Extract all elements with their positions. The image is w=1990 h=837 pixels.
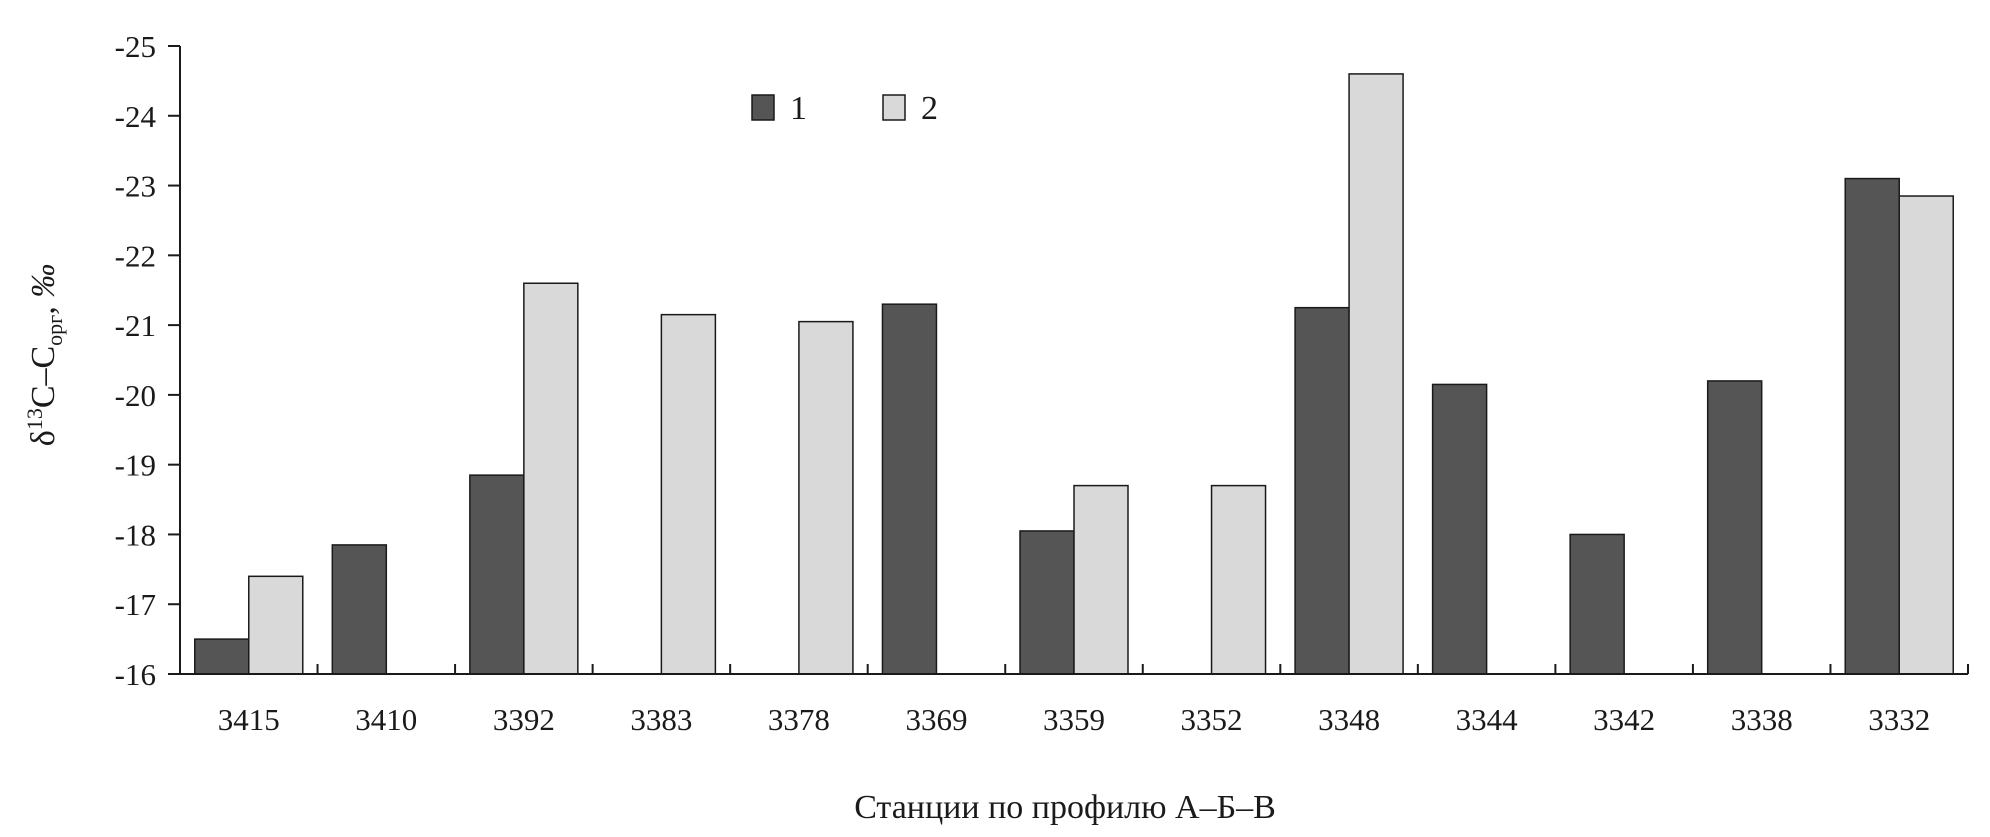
x-tick-label: 3342 [1593, 702, 1655, 737]
y-tick-label: -18 [115, 517, 156, 552]
axes-layer [179, 46, 1968, 675]
bar-series-1-3410 [331, 544, 388, 675]
y-tick-label: -20 [115, 378, 156, 413]
bar-series-2-3383 [660, 313, 717, 675]
bar-series-1-3359 [1019, 530, 1075, 675]
x-tick-label: 3410 [355, 702, 417, 737]
y-tick-label: -24 [115, 99, 157, 134]
y-tick-label: -22 [115, 238, 156, 273]
y-axis-title-suffix: , ‰ [25, 264, 62, 315]
x-tick-label: 3415 [218, 702, 280, 737]
bar-series-2-3352 [1210, 484, 1267, 675]
legend: 1 2 [751, 90, 938, 127]
y-axis-title-sub: орг [42, 315, 67, 346]
bar-series-2-3378 [798, 320, 854, 675]
x-axis-title: Станции по профилю А–Б–В [854, 789, 1276, 826]
y-axis-title-mid: C–C [25, 346, 62, 408]
y-axis-title: δ13C–Cорг, ‰ [22, 264, 67, 446]
x-tick-label: 3392 [493, 702, 555, 737]
bar-series-1-3344 [1431, 383, 1488, 675]
bars-layer [194, 73, 1954, 675]
x-tick-label: 3369 [905, 702, 967, 737]
bar-series-1-3338 [1706, 380, 1763, 675]
bar-series-1-3332 [1844, 177, 1900, 675]
y-tick-label: -25 [115, 29, 156, 64]
bar-series-1-3415 [194, 638, 250, 675]
x-tick-label: 3348 [1318, 702, 1380, 737]
bar-series-1-3348 [1294, 306, 1350, 675]
x-tick-label: 3352 [1181, 702, 1243, 737]
legend-swatch-series-2 [882, 94, 906, 121]
y-tick-label: -21 [115, 308, 156, 343]
bar-series-1-3342 [1569, 533, 1625, 675]
x-tick-label: 3359 [1043, 702, 1105, 737]
y-tick-label: -23 [115, 169, 156, 204]
x-tick-label: 3378 [768, 702, 830, 737]
bar-series-1-3369 [881, 303, 938, 675]
legend-label-series-1: 1 [790, 90, 807, 127]
x-tick-label: 3338 [1731, 702, 1793, 737]
bar-series-2-3332 [1898, 195, 1954, 675]
legend-label-series-2: 2 [921, 90, 938, 127]
bar-series-2-3392 [523, 282, 579, 675]
y-tick-label: -16 [115, 657, 156, 692]
ticks-layer: -16 -17 -18 -19 -20 -21 -22 -23 -24 -25 3415 3410 33… [115, 29, 1969, 737]
x-tick-label: 3332 [1868, 702, 1930, 737]
y-axis-title-sup: 13 [22, 408, 47, 430]
bar-series-2-3359 [1073, 484, 1129, 675]
y-tick-label: -17 [115, 587, 156, 622]
bar-series-2-3415 [248, 575, 304, 675]
x-tick-label: 3383 [630, 702, 692, 737]
y-tick-label: -19 [115, 448, 156, 483]
x-tick-label: 3344 [1456, 702, 1519, 737]
bar-series-2-3348 [1348, 73, 1404, 675]
legend-swatch-series-1 [751, 94, 775, 121]
bar-series-1-3392 [469, 474, 525, 675]
y-axis-title-prefix: δ [25, 430, 62, 446]
